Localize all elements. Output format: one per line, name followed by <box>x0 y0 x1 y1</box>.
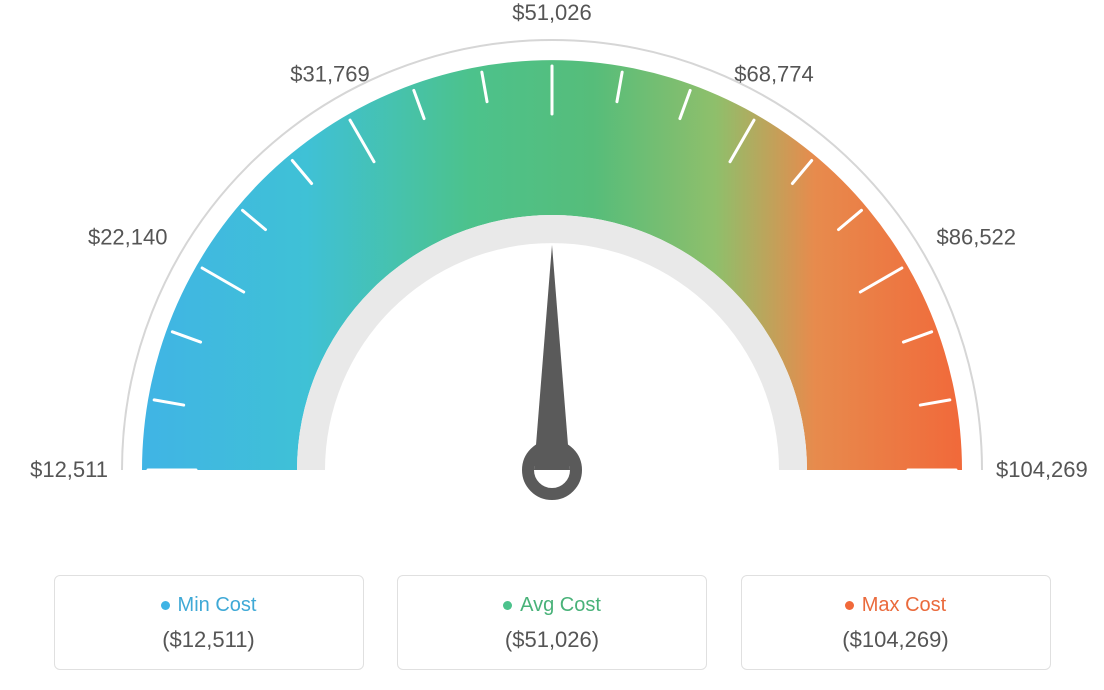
gauge-tick-label: $22,140 <box>88 225 168 251</box>
legend-dot-min <box>161 601 170 610</box>
gauge-tick-label: $12,511 <box>30 457 108 483</box>
gauge-tick-label: $51,026 <box>512 0 592 26</box>
legend-title-avg: Avg Cost <box>503 594 601 617</box>
legend-row: Min Cost ($12,511) Avg Cost ($51,026) Ma… <box>0 575 1104 670</box>
gauge-tick-label: $104,269 <box>996 457 1088 483</box>
cost-gauge: $12,511 $22,140 $31,769 $51,026 $68,774 $86,5… <box>0 0 1104 540</box>
legend-dot-max <box>845 601 854 610</box>
legend-title-max: Max Cost <box>845 594 946 617</box>
gauge-tick-label: $86,522 <box>937 225 1017 251</box>
legend-card-min: Min Cost ($12,511) <box>54 575 364 670</box>
legend-value-max: ($104,269) <box>752 627 1040 653</box>
legend-label-avg: Avg Cost <box>520 594 601 617</box>
gauge-tick-label: $31,769 <box>290 62 370 88</box>
legend-dot-avg <box>503 601 512 610</box>
legend-card-avg: Avg Cost ($51,026) <box>397 575 707 670</box>
legend-card-max: Max Cost ($104,269) <box>741 575 1051 670</box>
legend-value-avg: ($51,026) <box>408 627 696 653</box>
legend-value-min: ($12,511) <box>65 627 353 653</box>
legend-label-max: Max Cost <box>862 594 946 617</box>
legend-title-min: Min Cost <box>161 594 257 617</box>
legend-label-min: Min Cost <box>178 594 257 617</box>
gauge-tick-label: $68,774 <box>734 62 814 88</box>
gauge-svg <box>0 0 1104 540</box>
